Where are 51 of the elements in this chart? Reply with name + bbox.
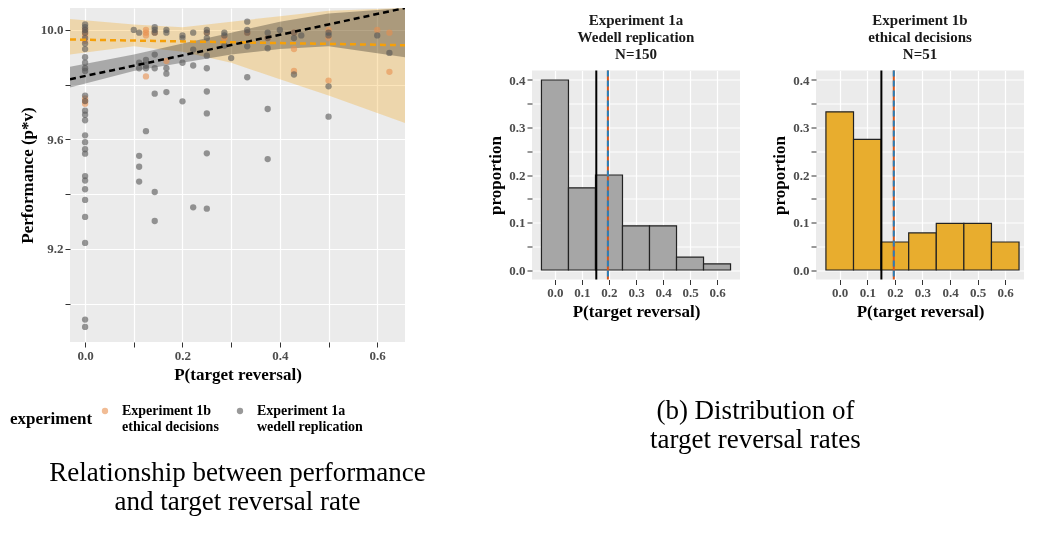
- x-tick-label: 0.2: [174, 347, 192, 363]
- x-tick-label: 0.6: [369, 347, 387, 363]
- point: [386, 68, 393, 75]
- y-axis-title: proportion: [486, 135, 506, 216]
- x-tick-label: 0.5: [970, 285, 987, 300]
- y-tick-label: 9.2: [47, 241, 64, 257]
- x-tick-label: 0.6: [709, 285, 727, 300]
- y-tick-label: 0.0: [793, 262, 810, 278]
- x-axis-title: P(target reversal): [174, 364, 302, 384]
- y-tick-label: 9.6: [47, 131, 64, 147]
- y-tick-label: 0.1: [509, 215, 526, 230]
- x-tick-label: 0.4: [942, 285, 960, 300]
- x-tick-label: 0.0: [77, 347, 94, 363]
- chart-title: Experiment 1b ethical decisions N=51: [868, 11, 973, 62]
- y-tick-label: 0.4: [509, 72, 526, 88]
- text: Relationship between performance and target reversal rate: [49, 457, 426, 516]
- y-tick-label: 0.4: [793, 72, 810, 88]
- x-tick-label: 0.5: [682, 285, 700, 300]
- x-tick-label: 0.4: [655, 285, 673, 300]
- y-tick-label: 0.1: [793, 215, 810, 230]
- y-tick-label: 0.0: [509, 262, 526, 278]
- x-axis-title: P(target reversal): [572, 302, 701, 321]
- text: (b) Distribution of target reversal rates: [649, 394, 861, 454]
- point: [374, 26, 381, 34]
- legend-label: Experiment 1a wedell replication: [257, 403, 364, 434]
- x-tick-label: 0.2: [601, 285, 618, 300]
- point: [386, 29, 393, 36]
- y-tick-label: 10.0: [40, 22, 64, 38]
- x-tick-label: 0.2: [887, 285, 904, 300]
- legend-title: experiment: [10, 409, 93, 428]
- x-tick-label: 0.0: [547, 285, 564, 300]
- x-tick-label: 0.0: [832, 285, 849, 300]
- y-tick-label: 0.2: [793, 167, 810, 183]
- y-tick-label: 0.3: [793, 120, 810, 135]
- point: [163, 57, 170, 65]
- x-tick-label: 0.4: [272, 347, 289, 363]
- x-axis-title: P(target reversal): [856, 302, 985, 321]
- x-tick-label: 0.6: [997, 285, 1015, 300]
- y-tick-label: 0.3: [509, 120, 526, 135]
- y-axis-title: proportion: [770, 135, 790, 216]
- legend-label: Experiment 1b ethical decisions: [122, 403, 220, 434]
- y-tick-label: 0.2: [509, 167, 526, 183]
- point: [290, 45, 298, 53]
- x-tick-label: 0.1: [574, 285, 591, 300]
- chart-title: Experiment 1a Wedell replication N=150: [577, 11, 696, 62]
- x-tick-label: 0.3: [914, 285, 932, 300]
- point: [325, 77, 332, 84]
- x-tick-label: 0.1: [859, 285, 876, 300]
- y-axis-title: Performance (p*v): [17, 107, 37, 244]
- x-tick-label: 0.3: [628, 285, 646, 300]
- point: [142, 73, 150, 80]
